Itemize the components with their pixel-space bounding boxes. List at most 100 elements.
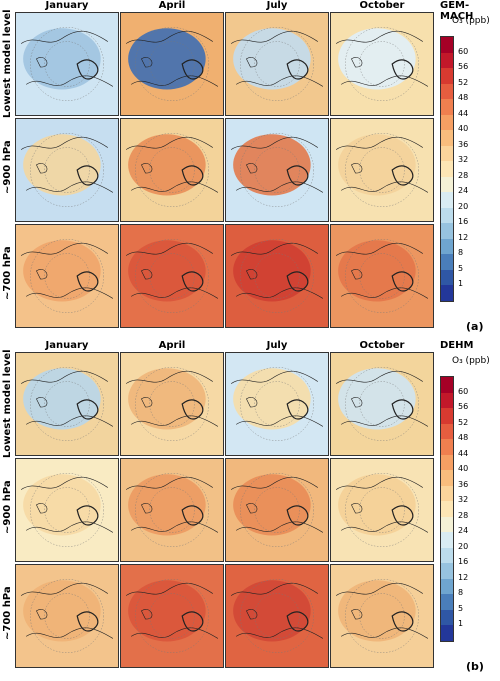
latitude-circle	[30, 579, 104, 653]
ozone-map	[120, 224, 224, 328]
latitude-circle	[240, 239, 314, 313]
latitude-circle	[149, 381, 195, 427]
colorbar-tick-label: 16	[458, 557, 469, 567]
coastline	[286, 611, 309, 632]
colorbar-segment	[441, 223, 453, 239]
colorbar-segment	[441, 532, 453, 548]
month-header: July	[266, 340, 288, 351]
colorbar-tick-label: 36	[458, 139, 469, 149]
colorbar-segment	[441, 470, 453, 486]
latitude-circle	[345, 473, 419, 547]
colorbar-segment	[441, 485, 453, 502]
level-row-label: ~700 hPa	[2, 246, 13, 300]
coastline	[141, 502, 153, 514]
latitude-circle	[30, 473, 104, 547]
latitude-circle	[44, 593, 90, 639]
colorbar-tick-label: 56	[458, 402, 469, 412]
latitude-circle	[240, 133, 314, 207]
colorbar-segment	[441, 145, 453, 162]
coastline	[335, 242, 423, 256]
colorbar-tick-label: 52	[458, 77, 469, 87]
latitude-circle	[254, 381, 300, 427]
ozone-map-svg	[16, 565, 118, 667]
coastline	[246, 268, 258, 280]
ozone-map	[330, 352, 434, 456]
coastline	[286, 165, 309, 186]
ozone-map	[330, 458, 434, 562]
colorbar-segment	[441, 130, 453, 146]
coastline	[131, 287, 219, 299]
ozone-map-svg	[16, 13, 118, 115]
coastline	[20, 136, 108, 150]
colorbar-segment	[441, 285, 453, 301]
colorbar-tick-label: 32	[458, 495, 469, 505]
latitude-circle	[254, 593, 300, 639]
panel-tag: (a)	[466, 320, 484, 333]
coastline	[20, 476, 108, 490]
colorbar-segment	[441, 68, 453, 84]
colorbar-tick-label: 52	[458, 417, 469, 427]
colorbar-tick-label: 1	[458, 279, 464, 289]
ozone-map-svg	[121, 225, 223, 327]
latitude-circle	[240, 579, 314, 653]
latitude-circle	[359, 253, 405, 299]
ozone-map-svg	[16, 119, 118, 221]
colorbar-segment	[441, 501, 453, 517]
coastline	[286, 271, 309, 292]
latitude-circle	[30, 27, 104, 101]
colorbar-segment	[441, 99, 453, 115]
ozone-map-svg	[121, 119, 223, 221]
coastline	[335, 370, 423, 384]
coastline	[351, 608, 363, 620]
latitude-circle	[345, 367, 419, 441]
month-header: January	[45, 340, 89, 351]
colorbar-segment	[441, 254, 453, 270]
coastline	[26, 287, 114, 299]
coastline	[76, 399, 99, 420]
coastline	[181, 271, 204, 292]
coastline	[246, 56, 258, 68]
ozone-map	[225, 224, 329, 328]
ozone-map	[225, 458, 329, 562]
colorbar-segment	[441, 547, 453, 564]
colorbar-segment	[441, 207, 453, 224]
coastline	[125, 242, 213, 256]
coastline	[36, 268, 48, 280]
latitude-circle	[44, 147, 90, 193]
level-row-label: Lowest model level	[2, 349, 13, 458]
coastline	[20, 370, 108, 384]
coastline	[236, 181, 324, 193]
latitude-circle	[44, 381, 90, 427]
colorbar-segment	[441, 578, 453, 595]
colorbar-segment	[441, 454, 453, 471]
ozone-map-svg	[226, 459, 328, 561]
coastline	[230, 242, 318, 256]
latitude-circle	[30, 367, 104, 441]
coastline	[20, 242, 108, 256]
coastline	[36, 56, 48, 68]
month-header: October	[359, 340, 405, 351]
coastline	[246, 608, 258, 620]
colorbar-segment	[441, 37, 453, 53]
panel-dehm: January April July October Lowest model leve…	[0, 340, 500, 680]
ozone-map	[15, 458, 119, 562]
coastline	[236, 75, 324, 87]
colorbar-segment	[441, 192, 453, 208]
ozone-map-svg	[331, 353, 433, 455]
coastline	[36, 396, 48, 408]
colorbar-tick-label: 44	[458, 108, 469, 118]
latitude-circle	[359, 147, 405, 193]
ozone-map-svg	[331, 119, 433, 221]
latitude-circle	[240, 27, 314, 101]
coastline	[351, 162, 363, 174]
colorbar-tick-label: 48	[458, 93, 469, 103]
coastline	[76, 271, 99, 292]
level-row-label: ~700 hPa	[2, 586, 13, 640]
colorbar-tick-label: 40	[458, 124, 469, 134]
ozone-map	[15, 118, 119, 222]
coastline	[20, 30, 108, 44]
coastline	[141, 268, 153, 280]
ozone-map	[120, 12, 224, 116]
coastline	[391, 59, 414, 80]
coastline	[230, 476, 318, 490]
